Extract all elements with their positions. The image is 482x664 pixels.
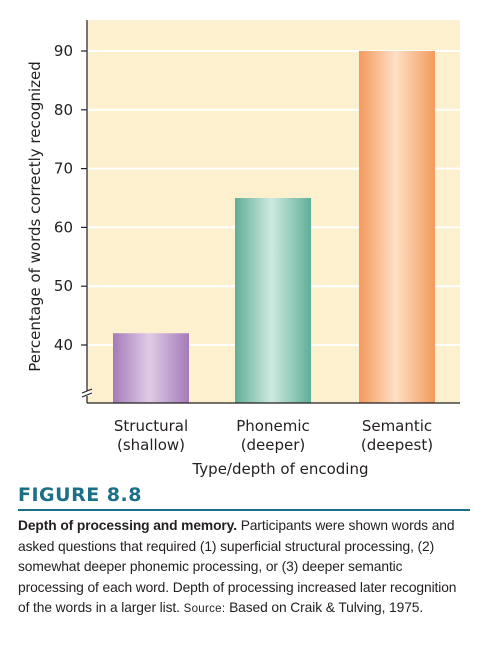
x-category-label: Semantic (deepest): [361, 417, 433, 454]
x-category-label: Structural (shallow): [114, 417, 188, 454]
y-tick-label: 90: [54, 42, 73, 60]
axes: [81, 20, 460, 404]
x-category-label: Phonemic (deeper): [236, 417, 310, 454]
y-axis-title: Percentage of words correctly recognized: [26, 61, 44, 371]
bar: [359, 51, 435, 403]
caption-body: Participants were shown words and asked …: [18, 518, 457, 615]
figure-label: FIGURE 8.8: [18, 484, 142, 506]
bars: [113, 51, 435, 403]
x-axis-title: Type/depth of encoding: [191, 460, 368, 478]
source-label: Source:: [183, 603, 226, 615]
caption-title: Depth of processing and memory.: [18, 518, 237, 533]
x-category-labels: Structural (shallow) Phonemic (deeper) Seman…: [114, 417, 433, 454]
bar-chart: 40 50 60 70 80 90 Structural (shallow) Phonemic…: [26, 20, 460, 478]
figure-caption: Depth of processing and memory. Particip…: [18, 516, 470, 620]
y-tick-label: 50: [54, 277, 73, 295]
y-tick-label: 40: [54, 336, 73, 354]
axis-break-mark: [81, 388, 93, 398]
y-tick-label: 60: [54, 218, 73, 236]
y-tick-label: 80: [54, 101, 73, 119]
y-tick-label: 70: [54, 160, 73, 178]
bar: [235, 198, 311, 403]
figure-divider: [18, 509, 470, 511]
source-text: Based on Craik & Tulving, 1975.: [225, 600, 424, 615]
y-tick-labels: 40 50 60 70 80 90: [54, 42, 73, 354]
bar: [113, 333, 189, 403]
